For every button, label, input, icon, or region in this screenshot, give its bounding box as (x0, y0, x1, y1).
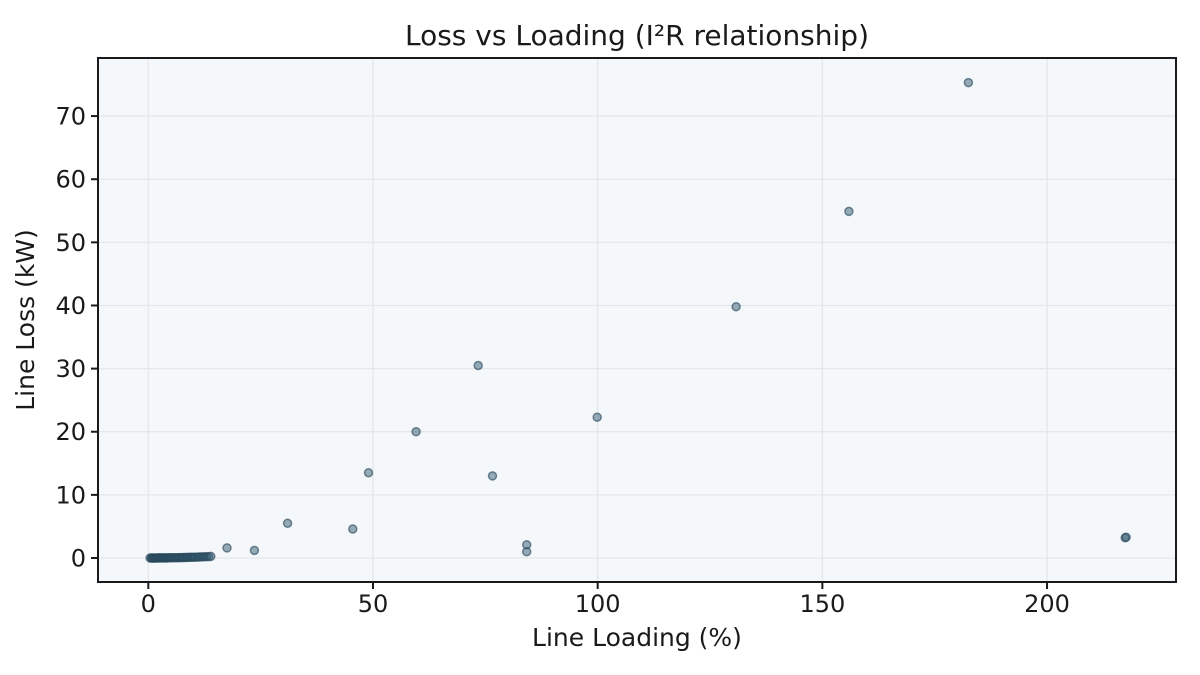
data-point (592, 412, 602, 422)
x-tick-label: 100 (575, 590, 621, 618)
data-point (521, 546, 532, 557)
data-point (844, 206, 854, 217)
x-axis-ticks: 0 50 100 150 200 (141, 582, 1070, 618)
y-axis-ticks: 0 10 20 30 40 50 60 70 (55, 103, 98, 573)
y-tick-label: 10 (55, 481, 86, 509)
data-point (282, 518, 293, 529)
y-tick-label: 20 (55, 418, 86, 446)
data-point (487, 471, 498, 481)
data-point (206, 551, 216, 562)
y-tick-label: 60 (55, 166, 86, 194)
y-axis-label: Line Loss (kW) (11, 229, 40, 411)
chart-title: Loss vs Loading (I²R relationship) (405, 19, 869, 52)
data-point (348, 524, 358, 534)
scatter-points (145, 77, 1131, 563)
data-point (473, 360, 483, 371)
data-point (363, 468, 374, 478)
x-tick-label: 150 (799, 590, 845, 618)
axis-spines (97, 57, 1177, 583)
data-point (222, 543, 232, 553)
plot-area (98, 58, 1176, 582)
y-tick-label: 30 (55, 355, 86, 383)
data-point (1121, 532, 1131, 542)
data-point (963, 77, 974, 88)
y-tick-label: 40 (55, 292, 86, 320)
x-tick-label: 50 (358, 590, 389, 618)
y-tick-label: 0 (71, 545, 86, 573)
x-tick-label: 200 (1024, 590, 1070, 618)
x-tick-label: 0 (141, 590, 156, 618)
y-tick-label: 70 (55, 103, 86, 131)
data-point (249, 545, 260, 556)
data-point (411, 426, 421, 437)
y-tick-label: 50 (55, 229, 86, 257)
x-axis-label: Line Loading (%) (532, 623, 742, 652)
data-point (731, 301, 741, 312)
grid-lines (98, 58, 1176, 582)
